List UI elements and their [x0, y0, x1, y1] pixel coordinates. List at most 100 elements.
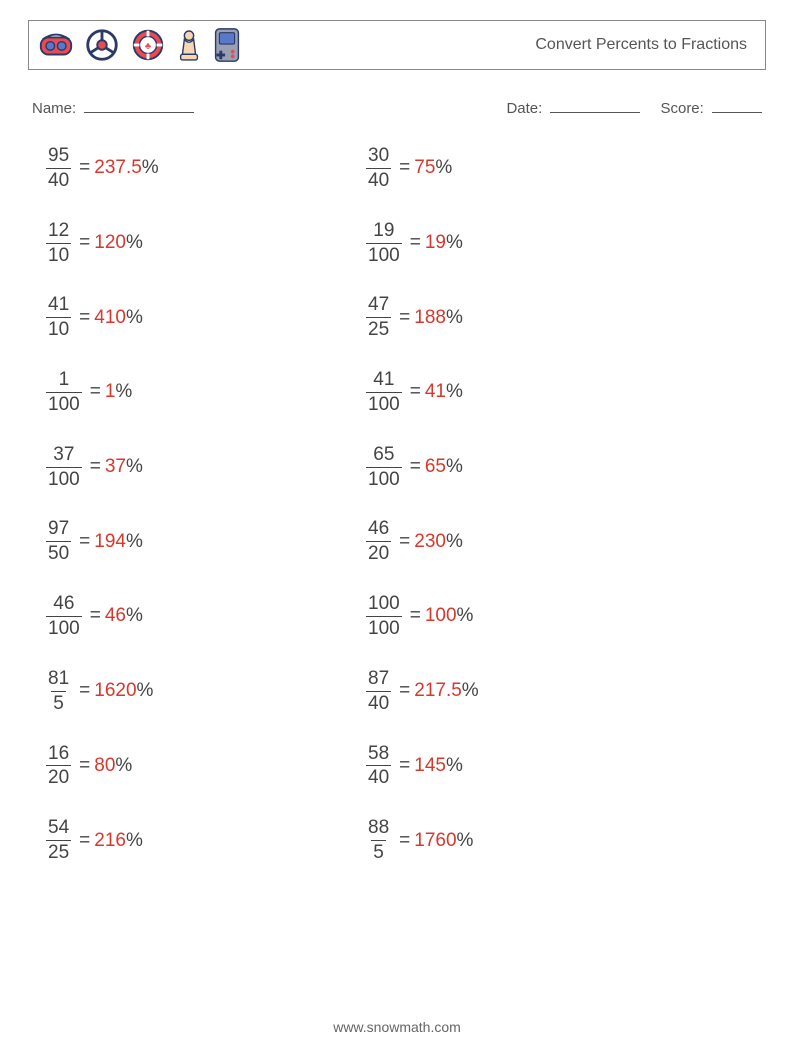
answer-value: 65 — [425, 456, 446, 478]
denominator: 40 — [46, 168, 71, 192]
fraction: 46100 — [46, 593, 82, 640]
problem: 9750=194% — [46, 518, 356, 565]
problem: 885=1760% — [366, 817, 676, 864]
denominator: 20 — [366, 541, 391, 565]
name-blank — [84, 98, 194, 113]
fraction: 1620 — [46, 743, 71, 790]
percent-sign: % — [446, 755, 463, 777]
steering-wheel-icon — [83, 26, 121, 64]
answer-value: 410 — [94, 307, 126, 329]
svg-text:♣: ♣ — [145, 41, 151, 52]
percent-sign: % — [457, 830, 474, 852]
denominator: 100 — [366, 243, 402, 267]
answer-value: 188 — [414, 307, 446, 329]
answer-value: 120 — [94, 232, 126, 254]
percent-sign: % — [462, 680, 479, 702]
percent-sign: % — [142, 157, 159, 179]
numerator: 95 — [46, 145, 71, 168]
denominator: 5 — [371, 840, 386, 864]
numerator: 1 — [57, 369, 72, 392]
problem: 8740=217.5% — [366, 668, 676, 715]
percent-sign: % — [446, 381, 463, 403]
denominator: 10 — [46, 317, 71, 341]
fraction: 19100 — [366, 220, 402, 267]
problem: 815=1620% — [46, 668, 356, 715]
problem: 1210 =120% — [46, 220, 356, 267]
equals-sign: = — [90, 605, 101, 627]
answer-value: 217.5 — [414, 680, 462, 702]
numerator: 100 — [366, 593, 402, 616]
equals-sign: = — [79, 232, 90, 254]
numerator: 81 — [46, 668, 71, 691]
fraction: 8740 — [366, 668, 391, 715]
fraction: 4725 — [366, 294, 391, 341]
fraction: 9540 — [46, 145, 71, 192]
percent-sign: % — [446, 307, 463, 329]
percent-sign: % — [435, 157, 452, 179]
problem: 41100=41% — [366, 369, 676, 416]
problem: 3040=75% — [366, 145, 676, 192]
numerator: 54 — [46, 817, 71, 840]
problem: 5840 =145% — [366, 743, 676, 790]
denominator: 40 — [366, 765, 391, 789]
equals-sign: = — [410, 232, 421, 254]
denominator: 100 — [46, 467, 82, 491]
answer-value: 1 — [105, 381, 116, 403]
numerator: 65 — [371, 444, 396, 467]
problem: 9540=237.5% — [46, 145, 356, 192]
equals-sign: = — [79, 531, 90, 553]
answer-value: 145 — [414, 755, 446, 777]
date-field: Date: — [506, 98, 640, 117]
equals-sign: = — [79, 307, 90, 329]
fraction: 1210 — [46, 220, 71, 267]
answer-value: 75 — [414, 157, 435, 179]
date-label: Date: — [506, 100, 542, 117]
numerator: 97 — [46, 518, 71, 541]
percent-sign: % — [457, 605, 474, 627]
fraction: 4110 — [46, 294, 71, 341]
header-icon-strip: ♣ — [37, 26, 243, 64]
percent-sign: % — [446, 456, 463, 478]
answer-value: 1620 — [94, 680, 136, 702]
score-field: Score: — [660, 98, 762, 117]
answer-value: 80 — [94, 755, 115, 777]
problem: 4620=230% — [366, 518, 676, 565]
fraction: 5840 — [366, 743, 391, 790]
denominator: 10 — [46, 243, 71, 267]
answer-value: 1760 — [414, 830, 456, 852]
denominator: 25 — [46, 840, 71, 864]
problem: 5425=216% — [46, 817, 356, 864]
chess-pawn-icon — [175, 26, 203, 64]
denominator: 5 — [51, 691, 66, 715]
equals-sign: = — [410, 456, 421, 478]
percent-sign: % — [126, 605, 143, 627]
percent-sign: % — [126, 232, 143, 254]
equals-sign: = — [90, 456, 101, 478]
fraction: 5425 — [46, 817, 71, 864]
fraction: 885 — [366, 817, 391, 864]
numerator: 58 — [366, 743, 391, 766]
answer-value: 19 — [425, 232, 446, 254]
percent-sign: % — [115, 381, 132, 403]
gameboy-icon — [211, 26, 243, 64]
numerator: 19 — [371, 220, 396, 243]
percent-sign: % — [446, 531, 463, 553]
answer-value: 230 — [414, 531, 446, 553]
equals-sign: = — [399, 755, 410, 777]
fraction: 65100 — [366, 444, 402, 491]
poker-chip-icon: ♣ — [129, 26, 167, 64]
answer-value: 194 — [94, 531, 126, 553]
denominator: 25 — [366, 317, 391, 341]
equals-sign: = — [399, 531, 410, 553]
fraction: 815 — [46, 668, 71, 715]
denominator: 50 — [46, 541, 71, 565]
vr-headset-icon — [37, 26, 75, 64]
fraction: 100100 — [366, 593, 402, 640]
equals-sign: = — [90, 381, 101, 403]
problems-grid: 9540=237.5%3040=75%1210=120%19100=19%411… — [28, 145, 766, 864]
meta-row: Name: Date: Score: — [32, 98, 762, 117]
problem: 46100=46% — [46, 593, 356, 640]
equals-sign: = — [399, 307, 410, 329]
numerator: 41 — [46, 294, 71, 317]
fraction: 37100 — [46, 444, 82, 491]
